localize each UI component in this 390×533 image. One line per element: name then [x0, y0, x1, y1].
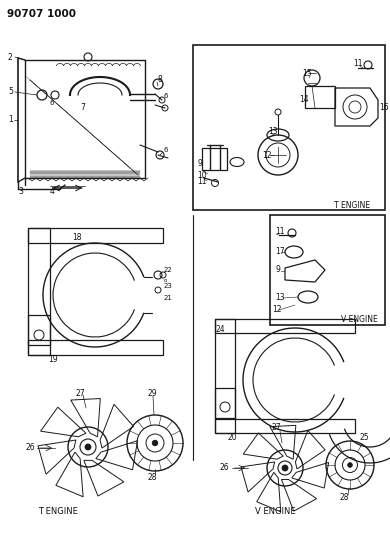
- Text: 9: 9: [197, 159, 202, 168]
- Text: 29: 29: [147, 389, 157, 398]
- Text: 27: 27: [272, 424, 282, 432]
- Text: 10: 10: [197, 171, 207, 180]
- Text: 21: 21: [164, 295, 173, 301]
- Text: 11: 11: [353, 59, 362, 68]
- Bar: [193, 45, 385, 210]
- Text: T ENGINE: T ENGINE: [334, 200, 370, 209]
- Bar: [28, 228, 50, 355]
- Bar: [28, 340, 163, 355]
- Text: 26: 26: [220, 464, 230, 472]
- Text: 15: 15: [302, 69, 312, 78]
- Text: 6: 6: [164, 147, 168, 153]
- Text: o: o: [164, 279, 167, 284]
- Text: 9: 9: [275, 265, 280, 274]
- Circle shape: [348, 463, 352, 467]
- Text: 23: 23: [164, 283, 173, 289]
- Text: 18: 18: [72, 233, 82, 243]
- Bar: [215, 388, 235, 418]
- Text: 12: 12: [262, 150, 271, 159]
- Text: 3: 3: [18, 187, 23, 196]
- Circle shape: [152, 440, 158, 446]
- Bar: [28, 228, 163, 243]
- Bar: [202, 148, 227, 170]
- Text: 25: 25: [360, 432, 370, 441]
- Bar: [270, 215, 385, 325]
- Text: 13: 13: [268, 127, 278, 136]
- Text: 16: 16: [379, 102, 388, 111]
- Bar: [215, 419, 355, 433]
- Text: 4: 4: [50, 187, 55, 196]
- Bar: [215, 319, 355, 333]
- Bar: [305, 86, 335, 108]
- Text: 2: 2: [8, 52, 13, 61]
- Text: 6: 6: [164, 93, 168, 99]
- Text: 26: 26: [25, 443, 35, 453]
- Text: 5: 5: [8, 87, 13, 96]
- Text: 1: 1: [8, 116, 13, 125]
- Text: T ENGINE: T ENGINE: [38, 507, 78, 516]
- Text: 13: 13: [275, 294, 285, 303]
- Text: 14: 14: [299, 95, 308, 104]
- Text: 28: 28: [340, 494, 349, 503]
- Text: 20: 20: [227, 432, 237, 441]
- Text: 12: 12: [272, 305, 282, 314]
- Text: V ENGINE: V ENGINE: [255, 507, 295, 516]
- Circle shape: [85, 444, 91, 450]
- Text: 8: 8: [157, 75, 162, 84]
- Text: 22: 22: [164, 267, 173, 273]
- Text: 17: 17: [275, 247, 285, 256]
- Circle shape: [282, 465, 288, 471]
- Text: 19: 19: [48, 356, 58, 365]
- Bar: [215, 319, 235, 433]
- Text: 24: 24: [216, 326, 226, 335]
- Text: 90707 1000: 90707 1000: [7, 9, 76, 19]
- Text: 28: 28: [148, 472, 158, 481]
- Text: 11: 11: [197, 177, 206, 187]
- Text: 7: 7: [80, 103, 85, 112]
- Bar: [28, 315, 50, 345]
- Text: 6: 6: [50, 100, 55, 106]
- Text: 27: 27: [75, 389, 85, 398]
- Text: 11: 11: [275, 228, 284, 237]
- Text: V ENGINE: V ENGINE: [341, 316, 378, 325]
